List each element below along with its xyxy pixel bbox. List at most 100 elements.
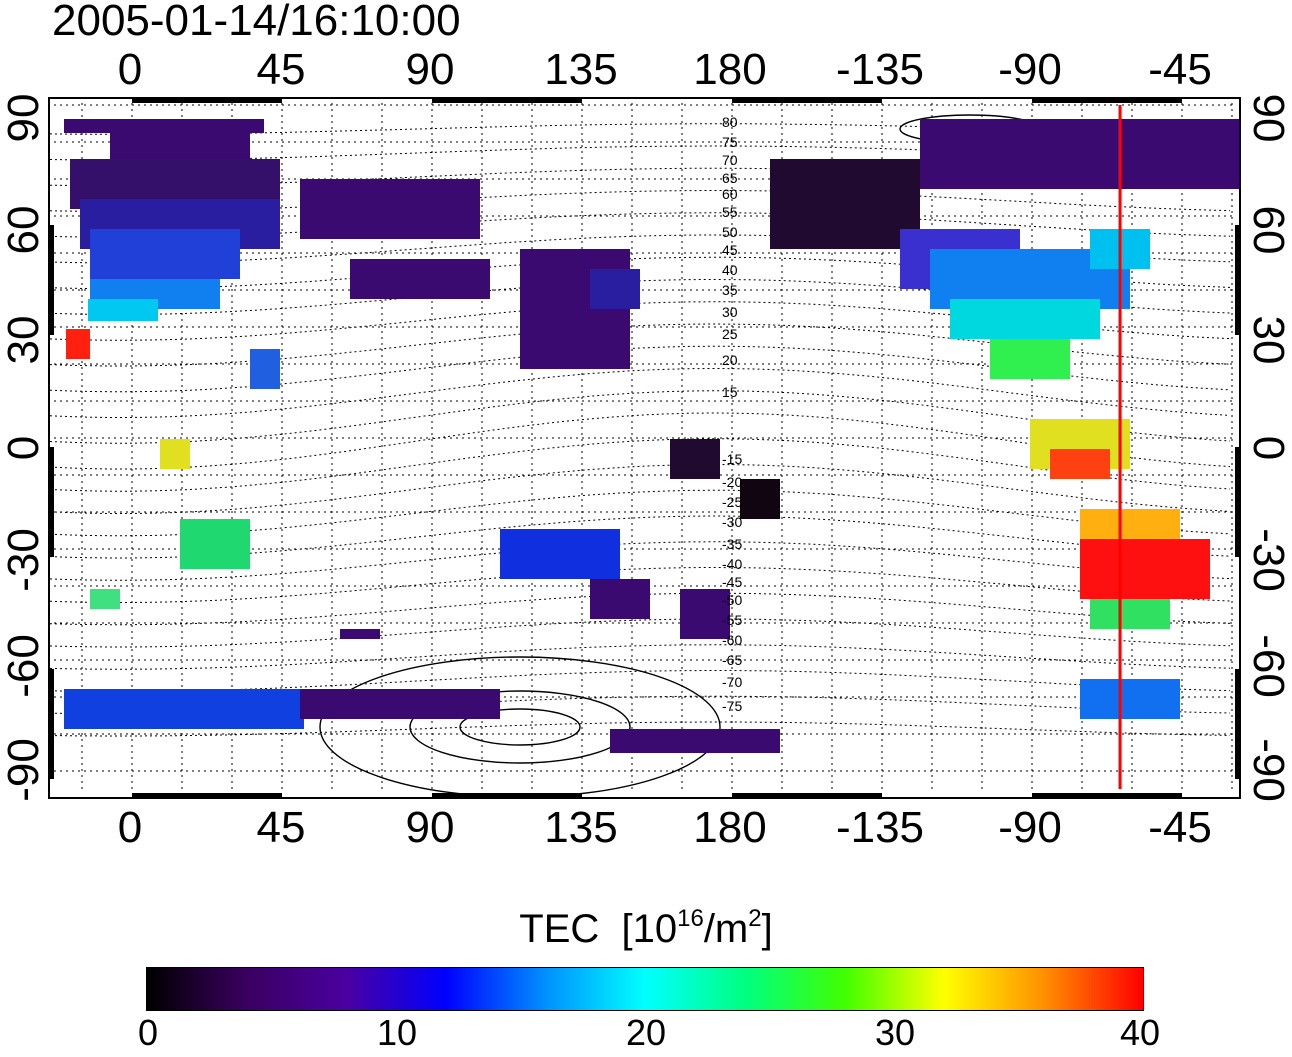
bottom-longitude-label: 135 [544,803,618,852]
contour-label: 35 [722,282,738,298]
top-longitude-label: 45 [256,45,306,94]
mag-contour [50,256,1231,290]
top-tick-bar [1032,99,1182,103]
contour-label: -55 [722,612,742,628]
contour-label: -35 [722,536,742,552]
right-latitude-label: 30 [1244,315,1292,365]
tec-patch [1080,539,1210,599]
tec-patch [90,589,120,609]
bottom-longitude-label: -45 [1148,803,1212,852]
contour-label: 30 [722,304,738,320]
top-longitude-label: 90 [405,45,455,94]
right-latitude-label: 60 [1244,205,1292,255]
top-longitude-label: -45 [1148,45,1212,94]
frame-tick-bars [50,99,1239,797]
contour-label: -15 [722,451,742,467]
tec-patch [610,729,780,753]
tec-patch [340,629,380,639]
mag-contour [50,644,1231,670]
mag-contour [50,721,1231,737]
pole-contour [319,656,721,797]
mag-contour [50,670,1231,692]
tec-data-patches [64,119,1239,753]
mag-contour [50,463,1231,514]
right-latitude-label: -90 [1244,738,1292,802]
bottom-longitude-label: 180 [693,803,767,852]
contour-label: 45 [722,242,738,258]
tec-patch [1050,449,1110,479]
contour-label: 40 [722,262,738,278]
colorbar-title: TEC [1016/m2] [0,906,1292,952]
contour-label: 55 [722,204,738,220]
tec-patch [180,519,250,569]
contour-label: 80 [722,114,738,130]
tec-patch [110,133,250,163]
mag-contour [50,390,1231,444]
tec-patch [770,159,920,249]
left-tick-bar [50,669,54,779]
colorbar-tick-label: 20 [625,1012,667,1053]
contour-label: -60 [722,632,742,648]
tec-patch [300,179,480,239]
top-tick-bar [132,99,282,103]
tec-patch [90,229,240,279]
tec-patch [1090,599,1170,629]
bottom-longitude-label: -90 [998,803,1062,852]
mag-contour [50,541,1231,581]
contour-label: 20 [722,352,738,368]
tec-colorbar [146,967,1144,1011]
colorbar-title-exp1: 16 [677,905,704,932]
mag-contour [50,234,1231,264]
tec-patch [250,349,280,389]
tec-patch [64,689,304,729]
tec-patch [300,689,500,719]
bottom-longitude-label: 45 [256,803,306,852]
tec-patch [66,329,90,359]
contour-label: 75 [722,134,738,150]
top-longitude-label: 0 [117,45,143,94]
colorbar-tick-label: 10 [376,1012,418,1053]
contour-label: -20 [722,474,742,490]
bottom-tick-bar [1032,793,1182,797]
right-tick-bar [1235,669,1239,779]
tec-patch [590,269,640,309]
colorbar-title-close: ] [761,907,773,951]
left-latitude-label: 90 [0,93,48,143]
colorbar-tick-label: 40 [1119,1012,1161,1053]
colorbar-title-exp2: 2 [748,905,762,932]
bottom-tick-bar [132,793,282,797]
left-latitude-label: 60 [0,205,48,255]
contour-label: -25 [722,494,742,510]
tec-patch [64,119,264,133]
left-latitude-label: 30 [0,315,48,365]
tec-patch [350,259,490,299]
tec-patch [920,119,1239,189]
bottom-tick-bar [432,793,582,797]
left-latitude-label: -90 [0,738,48,802]
right-latitude-label: 0 [1244,435,1292,461]
left-latitude-label: 0 [0,435,48,461]
contour-label: 65 [722,170,738,186]
bottom-longitude-label: 90 [405,803,455,852]
mag-contour [50,618,1231,648]
top-longitude-label: -135 [835,45,925,94]
bottom-tick-bar [732,793,882,797]
pole-contour [459,708,581,746]
bottom-longitude-label: 0 [117,803,143,852]
contour-label: 50 [722,224,738,240]
contour-label: -45 [722,574,742,590]
top-longitude-label: -90 [998,45,1062,94]
contour-label: -75 [722,698,742,714]
left-latitude-label: -30 [0,528,48,592]
right-tick-bar [1235,225,1239,335]
right-latitude-label: -60 [1244,634,1292,698]
pole-contour [409,690,631,764]
map-timestamp-title: 2005-01-14/16:10:00 [52,0,461,45]
tec-patch [88,299,158,321]
left-tick-bar [50,225,54,335]
mag-contour [50,367,1231,418]
bottom-longitude-label: -135 [835,803,925,852]
top-tick-bar [432,99,582,103]
colorbar-title-mid: /m [703,907,749,951]
